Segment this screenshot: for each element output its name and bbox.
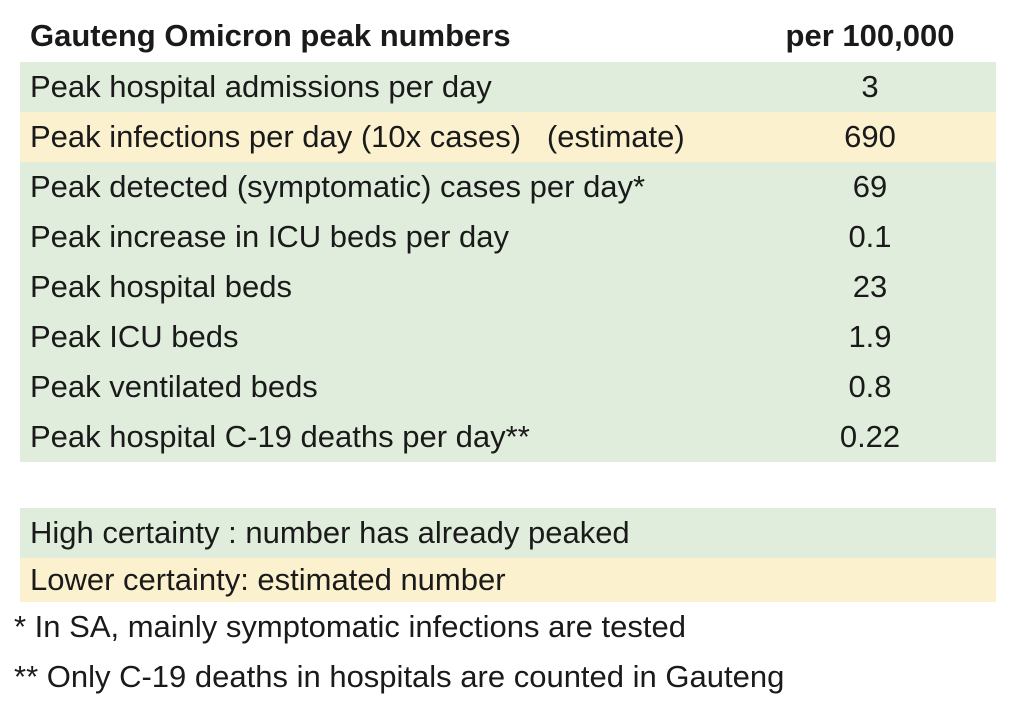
row-value: 69 xyxy=(852,168,888,204)
row-label: Peak hospital C-19 deaths per day** xyxy=(30,419,530,454)
row-value: 23 xyxy=(852,268,888,304)
table-row-c19-deaths: Peak hospital C-19 deaths per day** 0.22 xyxy=(20,412,996,462)
table-legend-gap xyxy=(20,462,1012,508)
gauteng-omicron-sheet: Gauteng Omicron peak numbers per 100,000… xyxy=(14,10,1012,702)
row-value: 0.8 xyxy=(848,368,892,404)
table-row-hospital-beds: Peak hospital beds 23 xyxy=(20,262,996,312)
footnote-hospital-deaths: ** Only C-19 deaths in hospitals are cou… xyxy=(14,659,785,694)
peak-numbers-table: Gauteng Omicron peak numbers per 100,000… xyxy=(20,10,996,462)
row-label: Peak detected (symptomatic) cases per da… xyxy=(30,169,646,204)
legend-high-certainty-label: High certainty : number has already peak… xyxy=(30,515,630,550)
row-value: 0.22 xyxy=(839,418,901,454)
row-value: 1.9 xyxy=(848,318,892,354)
table-row-icu-beds: Peak ICU beds 1.9 xyxy=(20,312,996,362)
table-row-ventilated-beds: Peak ventilated beds 0.8 xyxy=(20,362,996,412)
legend-lower-certainty-label: Lower certainty: estimated number xyxy=(30,562,506,597)
table-title: Gauteng Omicron peak numbers xyxy=(30,18,511,53)
footnote-symptomatic-testing: * In SA, mainly symptomatic infections a… xyxy=(14,609,686,644)
footnotes: * In SA, mainly symptomatic infections a… xyxy=(14,602,1012,702)
table-row-detected-cases: Peak detected (symptomatic) cases per da… xyxy=(20,162,996,212)
row-value: 690 xyxy=(844,118,896,154)
row-label: Peak hospital beds xyxy=(30,269,292,304)
legend-lower-certainty: Lower certainty: estimated number xyxy=(20,558,996,602)
table-header-row: Gauteng Omicron peak numbers per 100,000 xyxy=(20,10,996,62)
row-value: 0.1 xyxy=(848,218,892,254)
row-label: Peak increase in ICU beds per day xyxy=(30,219,510,254)
row-label: Peak ICU beds xyxy=(30,319,239,354)
row-label: Peak infections per day (10x cases) (est… xyxy=(30,119,685,154)
legend-high-certainty: High certainty : number has already peak… xyxy=(20,508,996,558)
unit-column-header: per 100,000 xyxy=(785,17,955,53)
row-label: Peak hospital admissions per day xyxy=(30,69,492,104)
table-row-infections: Peak infections per day (10x cases) (est… xyxy=(20,112,996,162)
row-value: 3 xyxy=(861,68,879,104)
table-row-icu-increase: Peak increase in ICU beds per day 0.1 xyxy=(20,212,996,262)
row-label: Peak ventilated beds xyxy=(30,369,318,404)
table-row-hospital-admissions: Peak hospital admissions per day 3 xyxy=(20,62,996,112)
